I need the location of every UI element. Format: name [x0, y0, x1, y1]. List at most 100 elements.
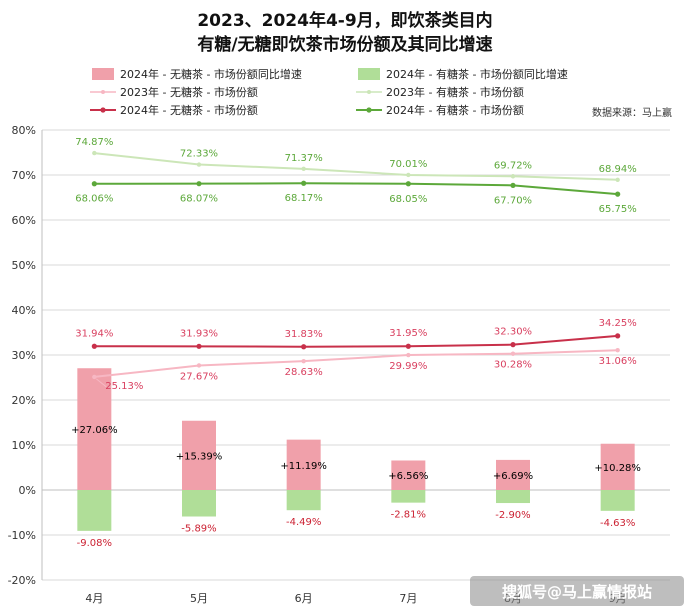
watermark-bg: [470, 576, 684, 606]
line-point: [406, 352, 411, 358]
line-point: [510, 182, 516, 188]
y-axis: -20% -10% 0% 10% 20% 30% 40% 50% 60% 70% 80%: [8, 124, 43, 587]
bar-data-label: -9.08%: [77, 538, 112, 549]
line-data-label: 25.13%: [105, 381, 143, 392]
line-point: [196, 181, 202, 187]
y-tick-label: 0%: [19, 484, 36, 497]
data-source: 数据来源：马上赢: [592, 106, 672, 119]
chart-title-line-1: 2023、2024年4-9月，即饮茶类目内: [197, 10, 492, 31]
line-data-label: 31.06%: [599, 356, 637, 367]
bar: [391, 490, 426, 503]
x-tick-label: 4月: [85, 592, 103, 605]
bar-data-label: -4.63%: [600, 518, 635, 529]
line-point: [510, 342, 516, 348]
line-point: [92, 374, 97, 380]
y-tick-label: -10%: [8, 529, 36, 542]
legend: 2024年 - 无糖茶 - 市场份额同比增速 2024年 - 有糖茶 - 市场份额…: [90, 67, 568, 117]
bar-data-label: -2.81%: [391, 510, 426, 521]
line-data-label: 74.87%: [75, 137, 113, 148]
legend-label: 2024年 - 无糖茶 - 市场份额同比增速: [120, 67, 302, 81]
series-line: [94, 349, 618, 378]
line-data-label: 30.28%: [494, 360, 532, 371]
bar-data-label: +15.39%: [176, 451, 223, 462]
y-tick-label: 20%: [12, 394, 36, 407]
y-tick-label: 30%: [12, 349, 36, 362]
bar-data-label: -5.89%: [181, 524, 216, 535]
line-data-label: 68.07%: [180, 194, 218, 205]
line-point: [405, 343, 411, 349]
bar-data-label: +10.28%: [594, 463, 641, 474]
y-tick-label: 10%: [12, 439, 36, 452]
leader-line: [96, 378, 107, 388]
line-data-label: 31.93%: [180, 328, 218, 339]
data-labels: +27.06% +15.39% +11.19% +6.56% +6.69% +10.28%…: [71, 137, 641, 549]
line-data-label: 68.05%: [389, 194, 427, 205]
watermark: 搜狐号@马上赢情报站: [502, 583, 652, 601]
series-line: [94, 152, 618, 181]
legend-marker: [367, 90, 371, 94]
line-data-label: 72.33%: [180, 149, 218, 160]
bar-data-label: +27.06%: [71, 425, 118, 436]
line-data-label: 31.94%: [75, 328, 113, 339]
line-point: [615, 177, 620, 182]
bar-data-label: +6.56%: [388, 471, 428, 482]
line-data-label: 67.70%: [494, 195, 532, 206]
legend-swatch: [92, 68, 114, 80]
line-data-label: 68.17%: [285, 193, 323, 204]
line-point: [91, 181, 97, 187]
line-data-label: 29.99%: [389, 361, 427, 372]
line-data-label: 31.95%: [389, 328, 427, 339]
line-point: [91, 343, 97, 349]
bar: [600, 443, 635, 490]
legend-marker: [100, 107, 106, 113]
legend-marker: [101, 90, 105, 94]
line-point: [196, 162, 202, 167]
line-data-label: 70.01%: [389, 159, 427, 170]
x-tick-label: 5月: [190, 592, 208, 605]
bar-data-label: +11.19%: [280, 461, 327, 472]
bar: [600, 490, 635, 511]
bar-data-label: -2.90%: [495, 510, 530, 521]
y-tick-label: 50%: [12, 259, 36, 272]
bar: [286, 439, 321, 490]
bar: [391, 460, 426, 490]
line-series: [91, 150, 621, 380]
bar: [496, 459, 530, 490]
legend-label: 2023年 - 无糖茶 - 市场份额: [120, 85, 258, 99]
bar-data-label: -4.49%: [286, 517, 321, 528]
legend-label: 2024年 - 有糖茶 - 市场份额: [386, 103, 524, 117]
line-point: [615, 333, 621, 339]
y-tick-label: -20%: [8, 574, 36, 587]
line-data-label: 28.63%: [285, 367, 323, 378]
line-point: [615, 348, 620, 353]
line-point: [92, 150, 97, 156]
line-data-label: 68.06%: [75, 194, 113, 205]
x-tick-label: 7月: [399, 592, 417, 605]
line-data-label: 71.37%: [285, 153, 323, 164]
legend-marker: [366, 107, 372, 113]
line-point: [406, 172, 411, 178]
line-point: [301, 166, 306, 172]
series-line: [94, 334, 618, 348]
line-data-label: 31.83%: [285, 329, 323, 340]
chart-title-line-2: 有糖/无糖即饮茶市场份额及其同比增速: [197, 34, 492, 55]
y-tick-label: 70%: [12, 169, 36, 182]
legend-label: 2023年 - 有糖茶 - 市场份额: [386, 85, 524, 99]
line-point: [510, 174, 516, 179]
y-tick-label: 60%: [12, 214, 36, 227]
series-line: [94, 182, 618, 196]
line-point: [615, 191, 621, 197]
grid: [42, 129, 670, 581]
line-point: [301, 180, 307, 186]
line-data-label: 69.72%: [494, 160, 532, 171]
bar-data-label: +6.69%: [493, 471, 533, 482]
line-point: [510, 351, 516, 356]
line-point: [301, 344, 307, 350]
line-data-label: 34.25%: [599, 318, 637, 329]
line-data-label: 65.75%: [599, 204, 637, 215]
bar-series: [77, 368, 635, 531]
legend-label: 2024年 - 无糖茶 - 市场份额: [120, 103, 258, 117]
x-tick-label: 6月: [295, 592, 313, 605]
